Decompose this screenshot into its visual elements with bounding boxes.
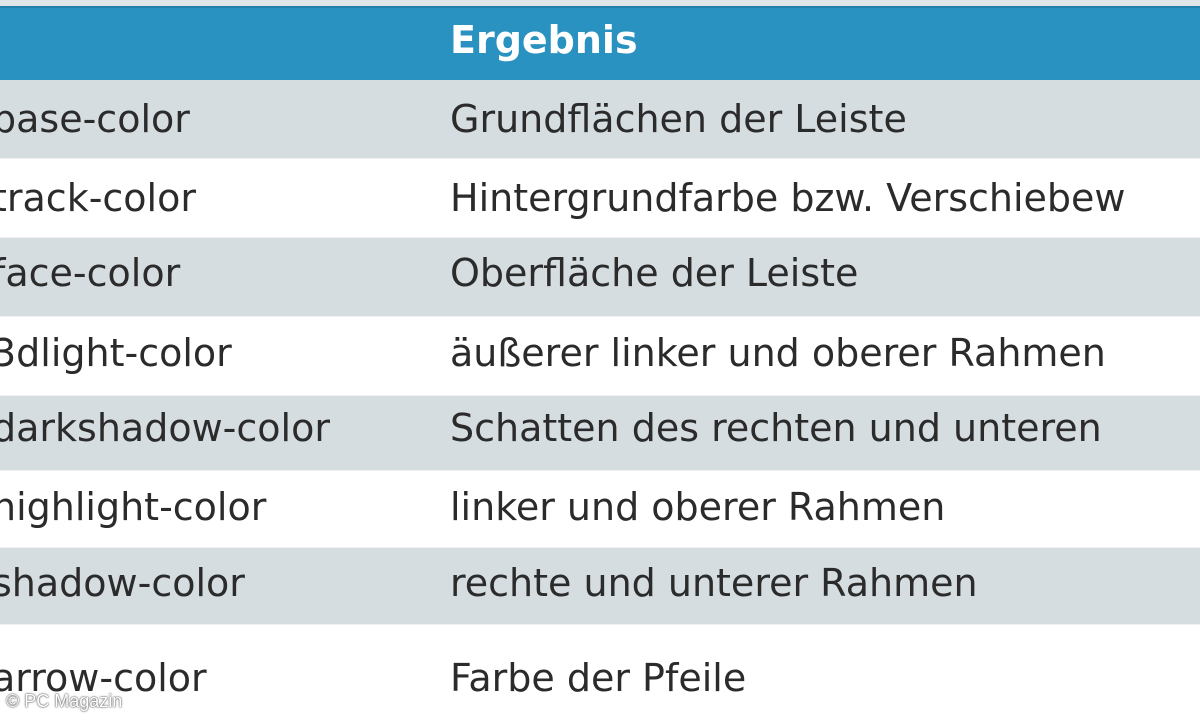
property-cell: base-color xyxy=(0,97,190,141)
table-row: 3dlight-color äußerer linker und oberer … xyxy=(0,317,1200,396)
property-cell: track-color xyxy=(0,176,196,220)
table-row: shadow-color rechte und unterer Rahmen xyxy=(0,548,1200,625)
table-row: darkshadow-color Schatten des rechten un… xyxy=(0,396,1200,471)
property-cell: arrow-color xyxy=(0,656,207,700)
property-cell: face-color xyxy=(0,251,181,295)
result-cell: Farbe der Pfeile xyxy=(450,656,747,700)
property-cell: darkshadow-color xyxy=(0,406,330,450)
table-row: base-color Grundflächen der Leiste xyxy=(0,80,1200,159)
table-row: highlight-color linker und oberer Rahmen xyxy=(0,471,1200,548)
table-row: arrow-color Farbe der Pfeile xyxy=(0,625,1200,720)
result-cell: linker und oberer Rahmen xyxy=(450,485,946,529)
property-cell: shadow-color xyxy=(0,561,245,605)
property-cell: 3dlight-color xyxy=(0,331,232,375)
result-cell: rechte und unterer Rahmen xyxy=(450,561,978,605)
result-column-header: Ergebnis xyxy=(450,18,638,62)
result-cell: Grundflächen der Leiste xyxy=(450,97,907,141)
result-cell: äußerer linker und oberer Rahmen xyxy=(450,331,1106,375)
copyright-watermark: © PC Magazin xyxy=(6,691,123,711)
result-cell: Schatten des rechten und unteren xyxy=(450,406,1102,450)
table-row: face-color Oberfläche der Leiste xyxy=(0,238,1200,317)
result-cell: Hintergrundfarbe bzw. Verschiebew xyxy=(450,176,1126,220)
property-cell: highlight-color xyxy=(0,485,267,529)
result-cell: Oberfläche der Leiste xyxy=(450,251,859,295)
table-header: Ergebnis xyxy=(0,6,1200,80)
table-row: track-color Hintergrundfarbe bzw. Versch… xyxy=(0,159,1200,238)
